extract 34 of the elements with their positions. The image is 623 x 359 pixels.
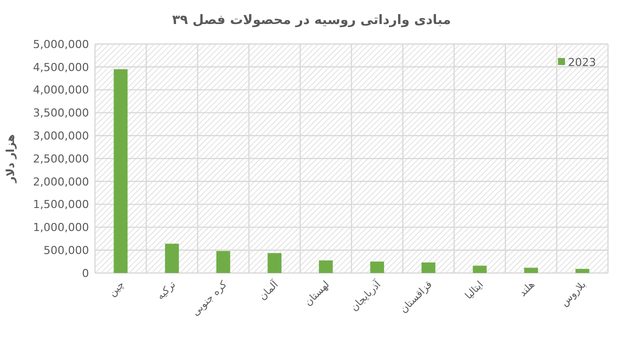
bar bbox=[268, 253, 282, 273]
bar bbox=[318, 260, 333, 273]
bar bbox=[165, 244, 179, 273]
x-tick-label: بلاروس bbox=[559, 279, 588, 309]
bar bbox=[575, 268, 590, 273]
x-tick-label: قزاقستان bbox=[398, 279, 435, 316]
legend-label: 2023 bbox=[568, 56, 596, 69]
y-tick-label: 500,000 bbox=[44, 244, 89, 257]
y-tick-label: 1,500,000 bbox=[33, 198, 89, 212]
bar bbox=[472, 266, 487, 273]
x-tick-label: کره جنوبی bbox=[190, 279, 230, 318]
y-tick-label: 4,000,000 bbox=[33, 84, 89, 97]
x-tick-label: چین bbox=[107, 279, 127, 300]
bar bbox=[524, 268, 538, 273]
x-tick-label: هلند bbox=[517, 279, 538, 300]
x-tick-label: لهستان bbox=[302, 279, 332, 308]
chart-title: مبادی وارداتی روسیه در محصولات فصل ۳۹ bbox=[172, 13, 451, 28]
y-axis-title: هزار دلار bbox=[4, 134, 17, 184]
y-tick-label: 0 bbox=[82, 266, 89, 280]
x-tick-label: آلمان bbox=[256, 277, 282, 303]
bar bbox=[114, 69, 128, 273]
x-tick-label: ترکیه bbox=[155, 279, 178, 302]
y-tick-label: 2,500,000 bbox=[33, 152, 89, 166]
x-tick-label: آذربایجان bbox=[348, 277, 384, 314]
bar bbox=[422, 262, 436, 273]
y-tick-label: 4,500,000 bbox=[33, 60, 89, 74]
y-tick-label: 5,000,000 bbox=[33, 38, 89, 51]
y-tick-label: 3,500,000 bbox=[33, 106, 89, 120]
y-tick-label: 2,000,000 bbox=[33, 175, 89, 188]
y-tick-label: 1,000,000 bbox=[33, 221, 89, 234]
y-tick-label: 3,000,000 bbox=[33, 129, 89, 142]
bar bbox=[370, 262, 384, 273]
x-tick-label: ایتالیا bbox=[463, 279, 486, 302]
bar bbox=[216, 251, 230, 273]
